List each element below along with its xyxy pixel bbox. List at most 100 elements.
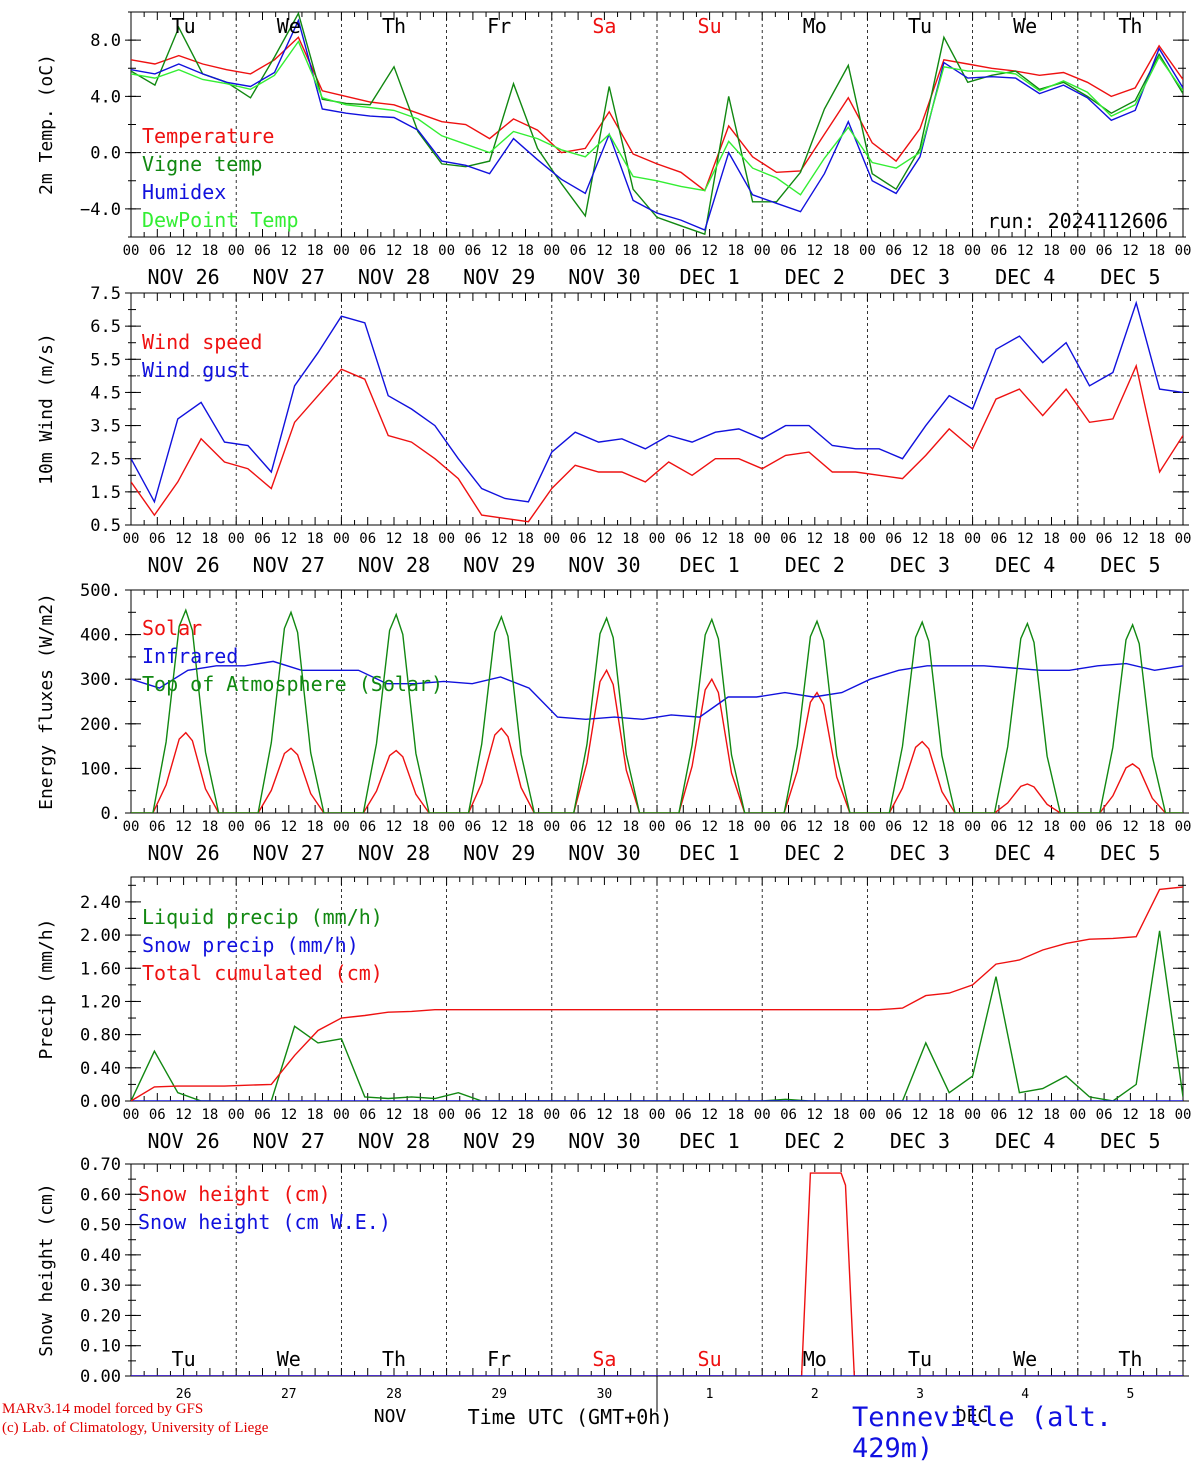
date-label: DEC 1 (679, 553, 739, 577)
hour-label: 00 (228, 531, 245, 547)
panel-frame (130, 589, 1184, 814)
hour-label: 00 (333, 243, 350, 259)
series-line-3 (131, 608, 1183, 813)
y-tick-label: 0.80 (80, 1026, 121, 1046)
hour-label: 06 (359, 243, 376, 259)
hour-label: 18 (727, 819, 744, 835)
y-axis-title: Energy fluxes (W/m2) (36, 593, 57, 810)
series-line-1 (131, 930, 1183, 1101)
hour-label: 06 (464, 1107, 481, 1123)
hour-label: 00 (964, 243, 981, 259)
panel-1 (125, 11, 1189, 238)
hour-label: 18 (1043, 243, 1060, 259)
hour-label: 18 (1148, 1107, 1165, 1123)
date-label: DEC 5 (1100, 841, 1160, 865)
series-line-1 (131, 36, 1183, 192)
date-label: DEC 4 (995, 265, 1055, 289)
legend-entry: Top of Atmosphere (Solar) (142, 672, 443, 696)
hour-label: 00 (754, 243, 771, 259)
hour-label: 00 (1175, 531, 1192, 547)
hour-label: 18 (201, 1107, 218, 1123)
hour-label: 06 (570, 1107, 587, 1123)
y-tick-label: 0.70 (80, 1155, 121, 1175)
hour-label: 06 (149, 531, 166, 547)
series-line-3 (131, 886, 1183, 1101)
y-tick-label: 2.5 (90, 450, 121, 470)
hour-label: 00 (438, 819, 455, 835)
y-tick-label: 2.40 (80, 893, 121, 913)
date-label: DEC 3 (890, 841, 950, 865)
weekday-label: Mo (803, 14, 827, 38)
hour-label: 18 (307, 1107, 324, 1123)
hour-label: 06 (990, 819, 1007, 835)
hour-label: 12 (806, 819, 823, 835)
month-label-left: NOV (374, 1406, 407, 1427)
hour-label: 00 (859, 243, 876, 259)
y-tick-label: 0.10 (80, 1337, 121, 1357)
hour-label: 18 (1043, 1107, 1060, 1123)
hour-label: 00 (754, 1107, 771, 1123)
hour-label: 06 (675, 531, 692, 547)
hour-label: 12 (280, 1107, 297, 1123)
series-line-1 (131, 1172, 1183, 1376)
y-tick-label: 0.00 (80, 1092, 121, 1112)
hour-label: 00 (1069, 531, 1086, 547)
series-line-4 (131, 40, 1183, 196)
date-label: DEC 1 (679, 841, 739, 865)
legend-entry: Liquid precip (mm/h) (142, 905, 383, 929)
hour-label: 18 (1148, 819, 1165, 835)
hour-label: 00 (649, 531, 666, 547)
hour-label: 18 (727, 1107, 744, 1123)
legend-entry: DewPoint Temp (142, 208, 299, 232)
y-axis-title: Snow height (cm) (36, 1183, 57, 1356)
hour-label: 18 (201, 243, 218, 259)
weekday-label: Th (382, 14, 406, 38)
hour-label: 00 (543, 531, 560, 547)
date-label: DEC 1 (679, 265, 739, 289)
day-number: 29 (491, 1387, 507, 1402)
hour-label: 06 (885, 243, 902, 259)
y-tick-label: 0. (101, 804, 121, 824)
panel-2 (125, 292, 1189, 526)
series-group (131, 12, 1183, 236)
hour-label: 00 (333, 1107, 350, 1123)
weekday-label-bottom: Th (1118, 1347, 1142, 1371)
legend-entry: Temperature (142, 124, 274, 148)
y-axis-title: 2m Temp. (oC) (36, 54, 57, 195)
y-tick-label: 1.60 (80, 959, 121, 979)
date-label: DEC 2 (785, 553, 845, 577)
hour-label: 12 (806, 243, 823, 259)
y-tick-label: 2.00 (80, 926, 121, 946)
weekday-label-bottom: Mo (803, 1347, 827, 1371)
hour-label: 18 (1148, 243, 1165, 259)
hour-label: 12 (701, 1107, 718, 1123)
hour-label: 06 (464, 819, 481, 835)
hour-label: 00 (1175, 819, 1192, 835)
run-label: run: 2024112606 (987, 209, 1168, 233)
hour-label: 18 (727, 243, 744, 259)
panel-4 (125, 876, 1189, 1102)
day-number: 28 (386, 1387, 402, 1402)
hour-label: 18 (938, 243, 955, 259)
hour-label: 12 (175, 1107, 192, 1123)
panel-3 (125, 589, 1189, 814)
legend-entry: Snow height (cm) (138, 1182, 331, 1206)
hour-label: 06 (570, 531, 587, 547)
hour-label: 12 (175, 531, 192, 547)
date-label: DEC 3 (890, 265, 950, 289)
weekday-label-bottom: Fr (487, 1347, 511, 1371)
hour-label: 12 (280, 531, 297, 547)
date-label: NOV 28 (358, 553, 430, 577)
y-tick-label: 7.5 (90, 284, 121, 304)
hour-label: 12 (491, 819, 508, 835)
hour-label: 12 (1017, 819, 1034, 835)
hour-label: 12 (1017, 531, 1034, 547)
hour-label: 06 (254, 819, 271, 835)
hour-label: 18 (1043, 531, 1060, 547)
hour-label: 06 (780, 819, 797, 835)
hour-label: 00 (1069, 243, 1086, 259)
y-tick-label: 0.60 (80, 1185, 121, 1205)
hour-label: 06 (1096, 819, 1113, 835)
hour-label: 06 (885, 819, 902, 835)
